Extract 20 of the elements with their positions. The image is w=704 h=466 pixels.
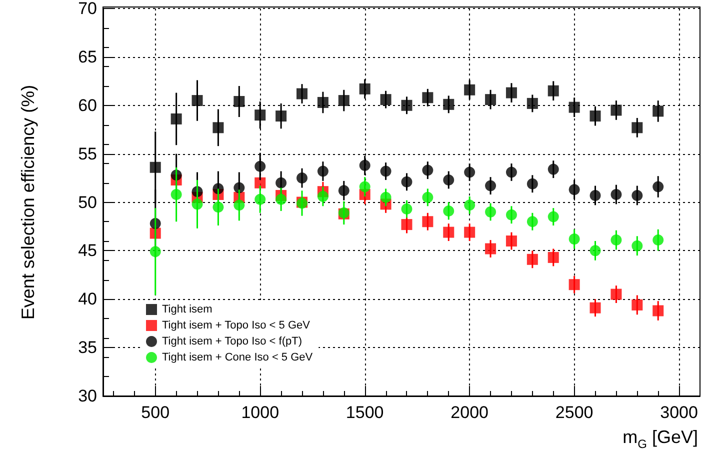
y-tick-label: 40 (78, 290, 97, 309)
x-tick-label: 1500 (346, 403, 384, 422)
y-tick-label: 30 (78, 386, 97, 406)
y-tick-label: 55 (78, 144, 97, 164)
x-tick-label: 2000 (450, 403, 488, 422)
y-tick-label: 45 (78, 241, 97, 260)
y-tick-label: 65 (78, 47, 97, 66)
legend-label: Tight isem + Topo Iso < 5 GeV (162, 320, 311, 332)
x-tick-label: 3000 (660, 403, 698, 422)
y-tick-label: 35 (78, 338, 97, 358)
x-tick-label: 2500 (555, 403, 594, 422)
y-tick-label: 50 (78, 192, 97, 212)
x-tick-label: 1000 (241, 403, 280, 422)
legend-label: Tight isem (162, 304, 212, 316)
legend-label: Tight isem + Topo Iso < f(pT) (162, 336, 302, 348)
y-axis-title: Event selection efficiency (%) (18, 84, 38, 320)
y-tick-label: 70 (78, 0, 97, 18)
x-tick-label: 500 (141, 403, 170, 422)
y-tick-label: 60 (78, 96, 97, 115)
legend-label: Tight isem + Cone Iso < 5 GeV (162, 352, 314, 364)
